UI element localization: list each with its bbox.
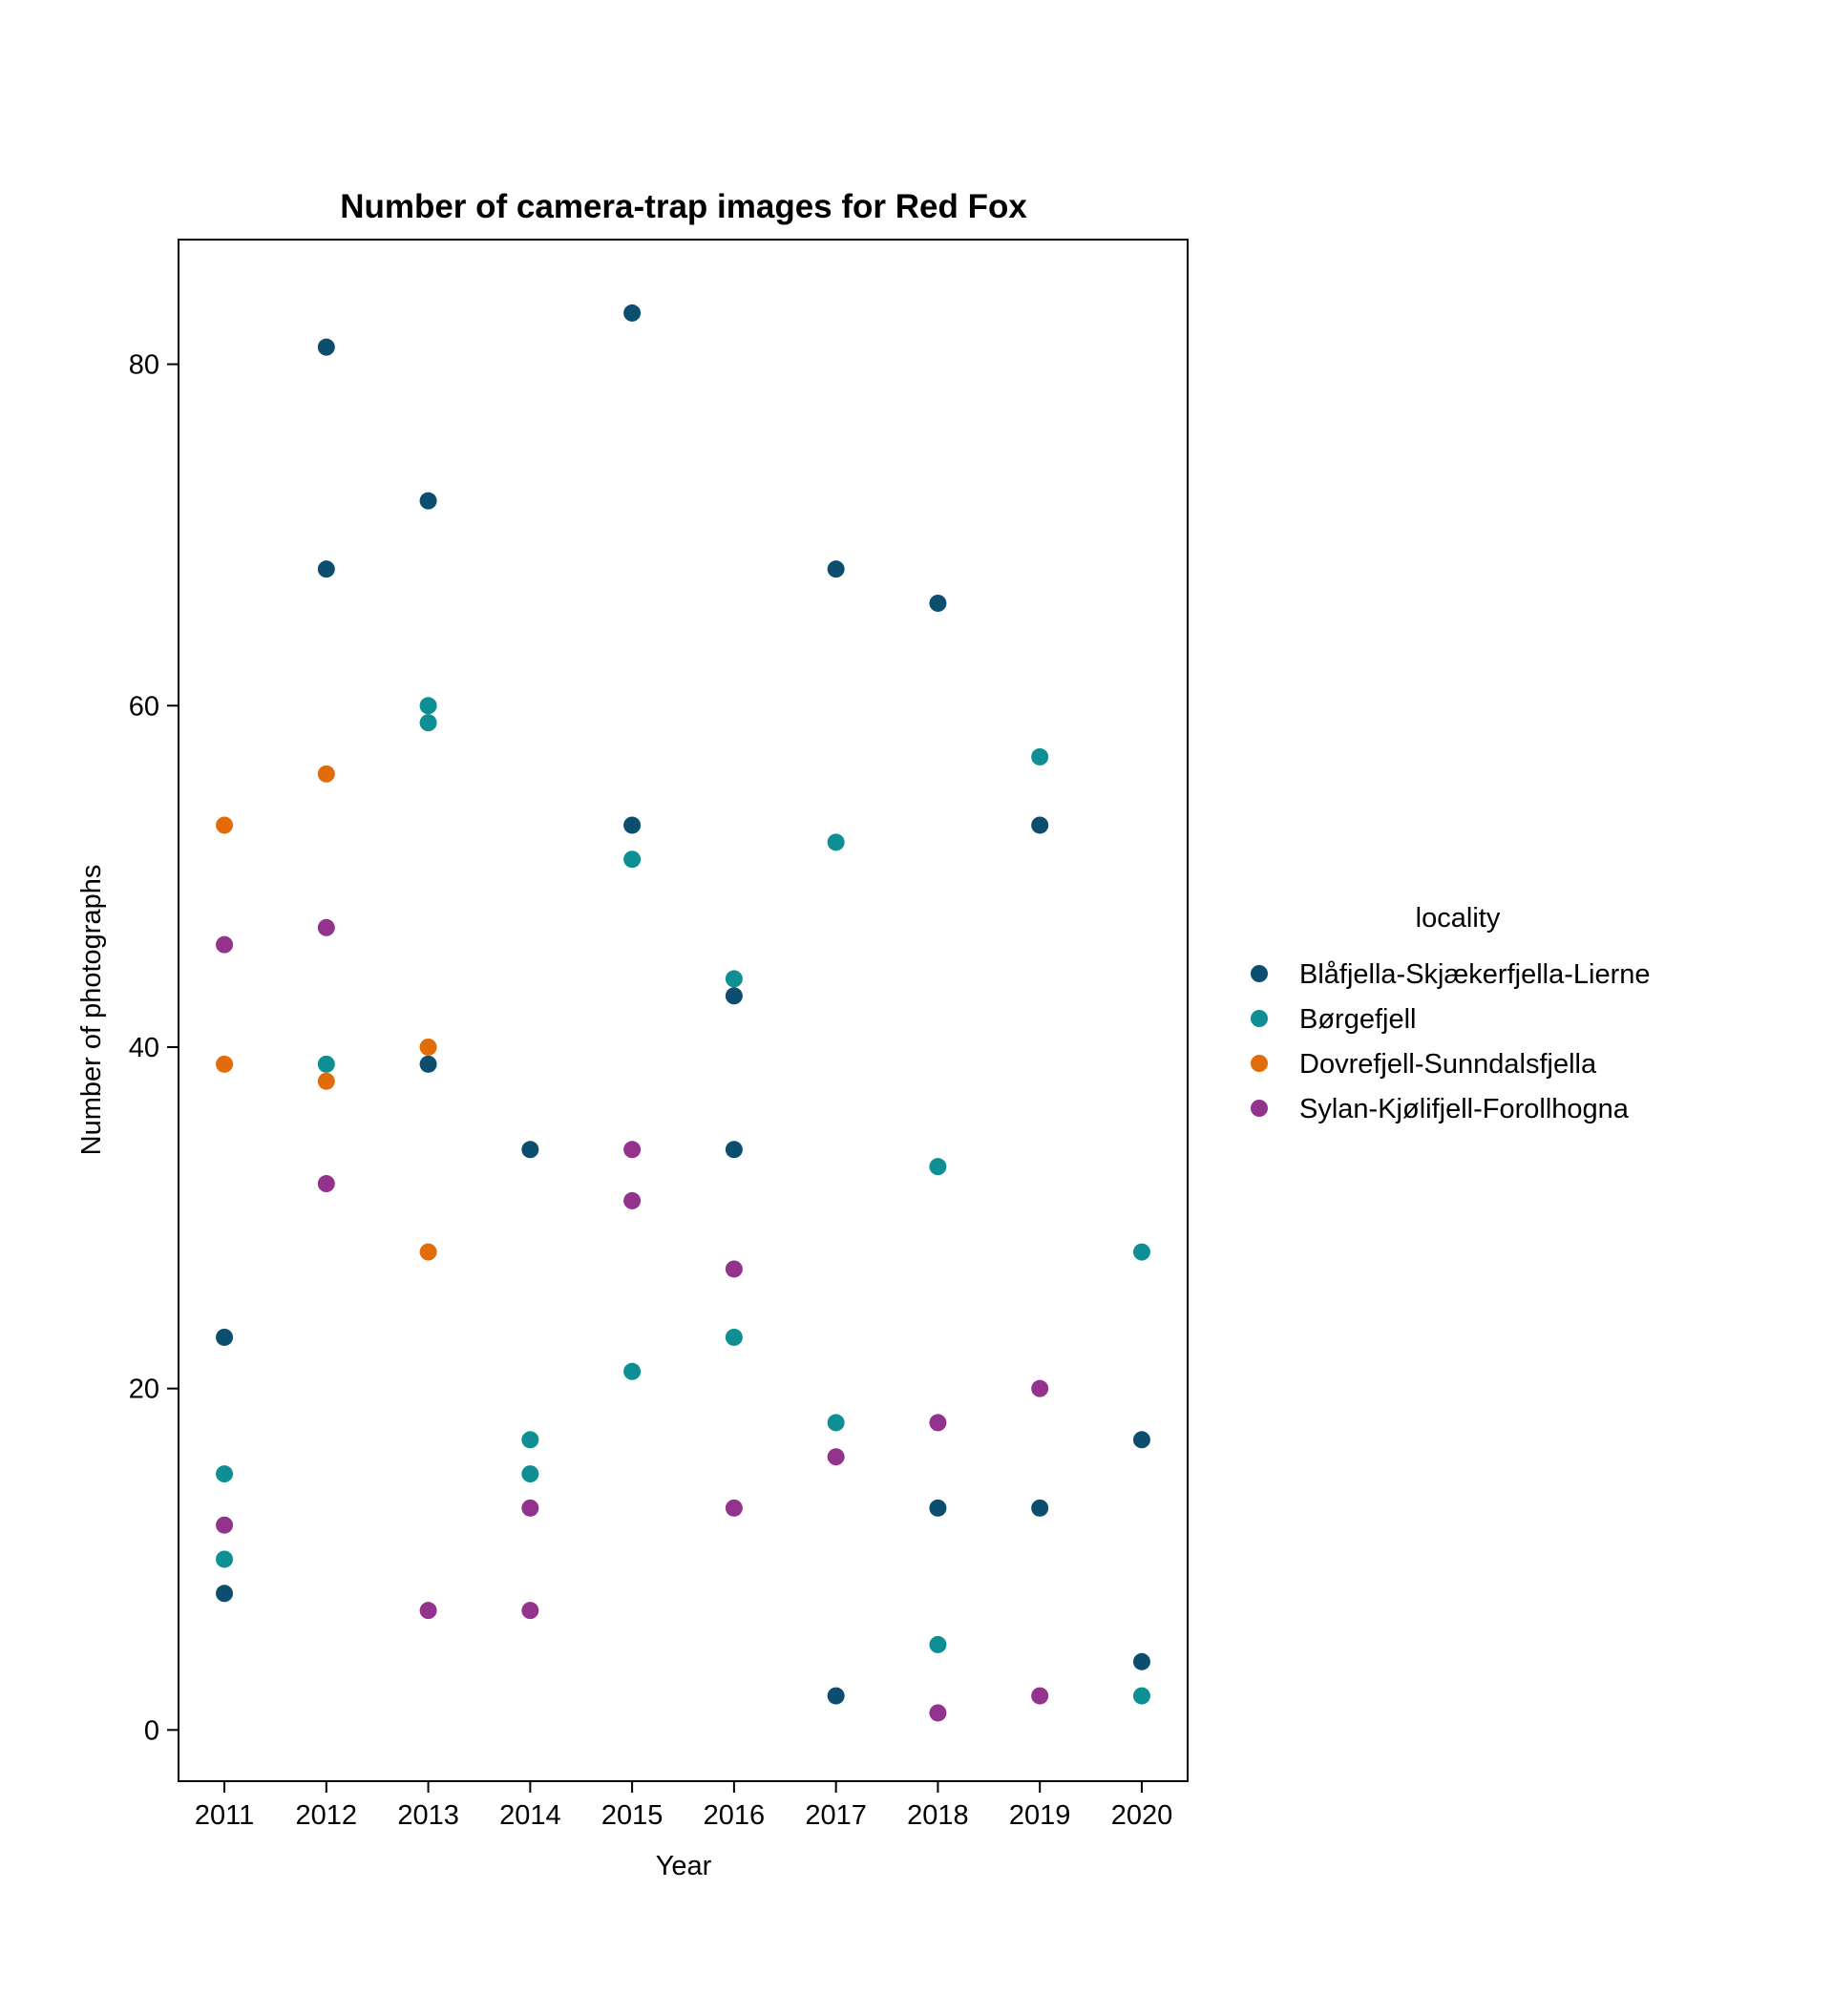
data-point	[725, 1141, 743, 1159]
data-point	[929, 1414, 947, 1432]
series-2	[216, 765, 437, 1261]
data-point	[317, 1175, 335, 1193]
y-tick-label: 80	[129, 350, 159, 381]
data-point	[929, 1158, 947, 1176]
legend-marker	[1251, 965, 1268, 982]
data-point	[1132, 1243, 1150, 1261]
series-3	[216, 918, 1049, 1722]
x-tick-label: 2020	[1111, 1800, 1173, 1831]
data-point	[623, 1362, 642, 1380]
data-point	[521, 1431, 539, 1449]
x-tick-label: 2011	[195, 1800, 254, 1831]
data-point	[725, 970, 743, 988]
data-point	[216, 1516, 234, 1534]
data-point	[1031, 747, 1049, 766]
legend-marker	[1251, 1055, 1268, 1072]
data-point	[419, 1055, 437, 1073]
data-point	[929, 1499, 947, 1517]
data-point	[521, 1499, 539, 1517]
data-point	[623, 1191, 642, 1209]
data-point	[623, 1141, 642, 1159]
data-point	[317, 765, 335, 783]
y-axis-title: Number of photographs	[76, 865, 107, 1156]
x-axis-title: Year	[656, 1851, 712, 1881]
y-tick-label: 40	[129, 1033, 159, 1063]
data-point	[216, 1328, 234, 1346]
legend-label: Børgefjell	[1299, 1004, 1417, 1035]
data-point	[623, 304, 642, 322]
data-point	[1132, 1687, 1150, 1705]
data-point	[317, 918, 335, 936]
data-point	[1132, 1431, 1150, 1449]
data-point	[725, 1499, 743, 1517]
y-axis: 0 20 40 60 80	[129, 350, 179, 1746]
data-point	[827, 833, 845, 851]
x-tick-label: 2017	[805, 1800, 867, 1831]
data-point	[317, 560, 335, 578]
y-tick-label: 20	[129, 1375, 159, 1405]
series-1	[216, 697, 1150, 1705]
data-point	[827, 1448, 845, 1466]
data-point	[623, 816, 642, 834]
legend-label: Dovrefjell-Sunndalsfjella	[1299, 1049, 1597, 1080]
data-point	[827, 1414, 845, 1432]
data-point	[216, 1550, 234, 1568]
data-point	[419, 1038, 437, 1056]
data-point	[317, 1072, 335, 1090]
series-0	[216, 304, 1150, 1705]
x-tick-label: 2012	[296, 1800, 358, 1831]
data-point	[725, 987, 743, 1005]
data-point	[1031, 816, 1049, 834]
legend-marker	[1251, 1010, 1268, 1027]
data-point	[419, 1602, 437, 1620]
legend-label: Sylan-Kjølifjell-Forollhogna	[1299, 1094, 1630, 1124]
data-point	[216, 816, 234, 834]
x-tick-label: 2013	[397, 1800, 459, 1831]
x-tick-label: 2018	[907, 1800, 969, 1831]
plot-area-border	[178, 239, 1189, 1782]
x-tick-label: 2016	[704, 1800, 766, 1831]
data-point	[725, 1328, 743, 1346]
data-point	[419, 1243, 437, 1261]
data-point	[419, 492, 437, 510]
data-point	[419, 697, 437, 715]
legend-title: locality	[1416, 903, 1501, 934]
x-tick-label: 2015	[601, 1800, 664, 1831]
y-tick-label: 60	[129, 691, 159, 722]
data-point	[521, 1602, 539, 1620]
x-axis: 2011 2012 2013 2014 2015 2016 2017 2018 2019 2020	[195, 1781, 1172, 1831]
x-tick-label: 2019	[1009, 1800, 1071, 1831]
data-point	[929, 1704, 947, 1722]
data-point	[419, 714, 437, 732]
chart-title: Number of camera-trap images for Red Fox	[340, 188, 1027, 225]
data-points	[216, 304, 1150, 1722]
legend: locality Blåfjella-Skjækerfjella-Lierne B…	[1251, 903, 1650, 1124]
x-tick-label: 2014	[499, 1800, 561, 1831]
data-point	[1132, 1652, 1150, 1670]
data-point	[216, 1055, 234, 1073]
data-point	[929, 594, 947, 612]
data-point	[216, 1465, 234, 1483]
legend-marker	[1251, 1100, 1268, 1117]
data-point	[521, 1465, 539, 1483]
data-point	[1031, 1379, 1049, 1397]
data-point	[827, 1687, 845, 1705]
data-point	[216, 1585, 234, 1603]
data-point	[827, 560, 845, 578]
data-point	[216, 935, 234, 954]
legend-label: Blåfjella-Skjækerfjella-Lierne	[1299, 959, 1650, 990]
data-point	[725, 1260, 743, 1278]
y-tick-label: 0	[144, 1715, 159, 1746]
data-point	[317, 1055, 335, 1073]
data-point	[1031, 1687, 1049, 1705]
data-point	[929, 1635, 947, 1653]
data-point	[623, 850, 642, 869]
data-point	[1031, 1499, 1049, 1517]
data-point	[317, 338, 335, 356]
data-point	[521, 1141, 539, 1159]
